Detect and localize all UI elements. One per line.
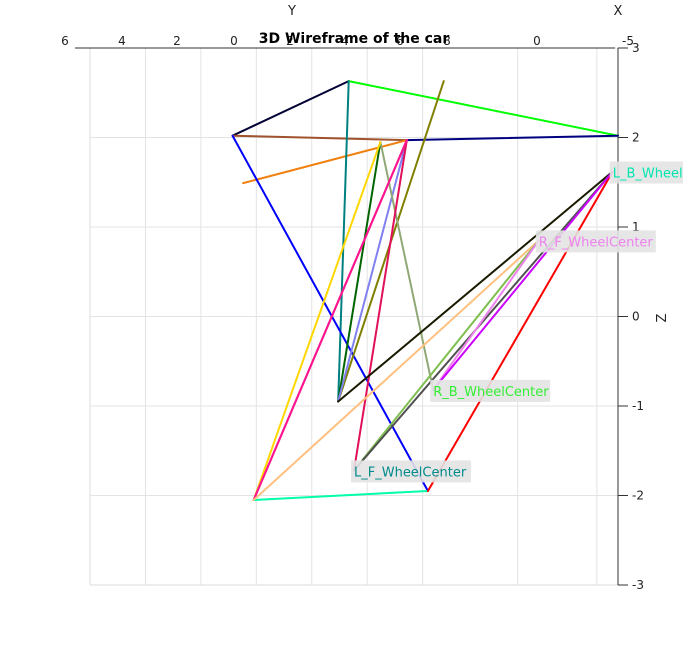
z-tick-label: -3 [632,578,644,592]
z-tick-label: 1 [632,220,640,234]
wireframe-segment [337,139,408,403]
top-tick-label: 0 [230,34,238,48]
wireframe-segment [231,134,408,142]
wireframe-segment [231,80,350,137]
wireframe-segment [432,170,614,391]
wireframe-segment [337,170,614,403]
wireframe-segment [337,140,382,403]
top-tick-label: 2 [173,34,181,48]
wheel-label: R_F_WheelCenter [539,235,654,250]
top-tick-label: -5 [622,34,634,48]
z-tick-label: 0 [632,310,640,324]
wheel-label: L_F_WheelCenter [354,465,467,480]
wireframe-segment [405,134,619,142]
axis-letter-x: X [614,4,623,19]
wireframe-segment [426,170,614,493]
top-tick-label: 8 [443,34,451,48]
wireframe-segment [252,239,540,501]
wheel-label-box [430,379,551,402]
axis-letter-y: Y [287,4,296,19]
z-tick-label: -1 [632,399,644,413]
wireframe-segment [252,139,408,501]
axis-letter-z: Z [655,313,670,322]
top-tick-label: 0 [533,34,541,48]
wheel-label-box [351,460,471,483]
wheel-label: L_B_WheelCenter [613,167,683,182]
chart-title: 3D Wireframe of the car [259,31,450,47]
wireframe-segment [353,239,540,472]
wheel-label-box [535,230,656,253]
top-tick-label: 4 [118,34,126,48]
z-tick-label: -2 [632,489,644,503]
wireframe-segment [353,139,408,472]
wireframe-segments [231,80,619,501]
z-tick-label: 3 [632,41,640,55]
tick-labels: 3 2 1 0 -1 -2 -3 6 4 2 0 2 4 6 8 0 -5 [61,34,644,592]
wheel-label: R_B_WheelCenter [433,385,549,400]
z-tick-label: 2 [632,131,640,145]
top-tick-label: 6 [61,34,69,48]
wireframe-segment [252,490,429,501]
wireframe-segment [337,80,350,403]
wireframe-segment [347,80,619,137]
wireframe-segment [252,140,382,501]
top-tick-label: 4 [341,34,349,48]
wireframe-segment [231,134,429,493]
axes [75,47,628,586]
wheel-label-box [609,161,683,184]
top-tick-label: 6 [396,34,404,48]
wireframe-segment [353,170,614,472]
wheel-labels: L_B_WheelCenter R_F_WheelCenter R_B_WheelC… [351,161,683,483]
top-tick-label: 2 [286,34,294,48]
wireframe-segment [432,239,540,391]
